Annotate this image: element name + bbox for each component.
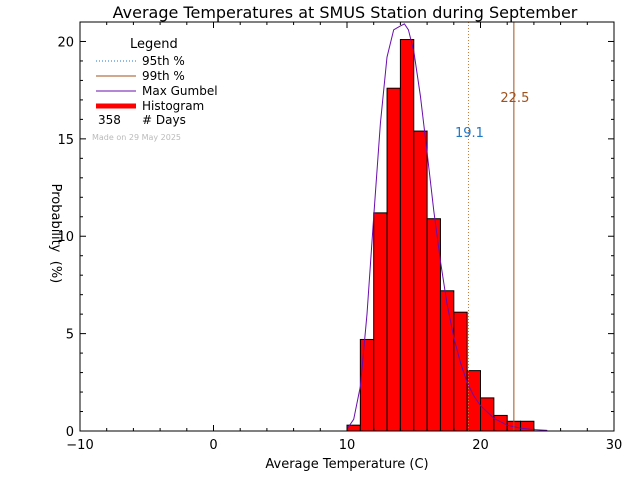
histogram-bar (386, 87, 401, 432)
y-tick-label: 15 (57, 133, 74, 148)
histogram-bar (466, 370, 481, 432)
y-tick-label: 5 (66, 328, 74, 343)
y-tick-label: 0 (66, 425, 74, 440)
made-on-note: Made on 29 May 2025 (92, 133, 181, 142)
histogram-bar (413, 130, 428, 432)
legend-days-count: 358 (98, 113, 121, 127)
x-axis: −10 0 10 20 30 (66, 22, 622, 453)
gumbel-fit-line (346, 23, 548, 431)
percentile-label: 19.1 (455, 126, 484, 141)
histogram-bar (480, 397, 495, 432)
legend-label-histogram: Histogram (142, 99, 204, 113)
histogram-bar (453, 311, 468, 432)
x-tick-label: 20 (472, 438, 489, 453)
chart-title: Average Temperatures at SMUS Station dur… (113, 3, 578, 22)
histogram-bar (493, 414, 508, 432)
legend-label-95th: 95th % (142, 54, 185, 68)
y-tick-label: 10 (57, 230, 74, 245)
plot-area: 19.1 22.5 (346, 22, 548, 432)
y-axis-unit: (%) (48, 261, 63, 284)
histogram-bar (426, 218, 441, 432)
percentile-label: 22.5 (500, 91, 529, 106)
legend-label-gumbel: Max Gumbel (142, 84, 218, 98)
x-tick-label: 10 (339, 438, 356, 453)
histogram-bar (399, 39, 415, 432)
x-axis-label: Average Temperature (C) (265, 457, 428, 472)
y-axis: 0 5 10 15 20 (57, 35, 614, 440)
histogram-bar (439, 290, 455, 432)
y-axis-label: Probability (48, 184, 63, 253)
legend-days-label: # Days (142, 113, 186, 127)
legend-title: Legend (130, 37, 178, 52)
x-tick-label: 30 (606, 438, 623, 453)
histogram-bar (359, 338, 375, 432)
y-tick-label: 20 (57, 35, 74, 50)
x-tick-label: 0 (209, 438, 217, 453)
legend-label-99th: 99th % (142, 69, 185, 83)
histogram-bar (373, 212, 388, 432)
x-tick-label: −10 (66, 438, 93, 453)
legend: Legend 95th % 99th % Max Gumbel Histogra… (92, 37, 218, 142)
